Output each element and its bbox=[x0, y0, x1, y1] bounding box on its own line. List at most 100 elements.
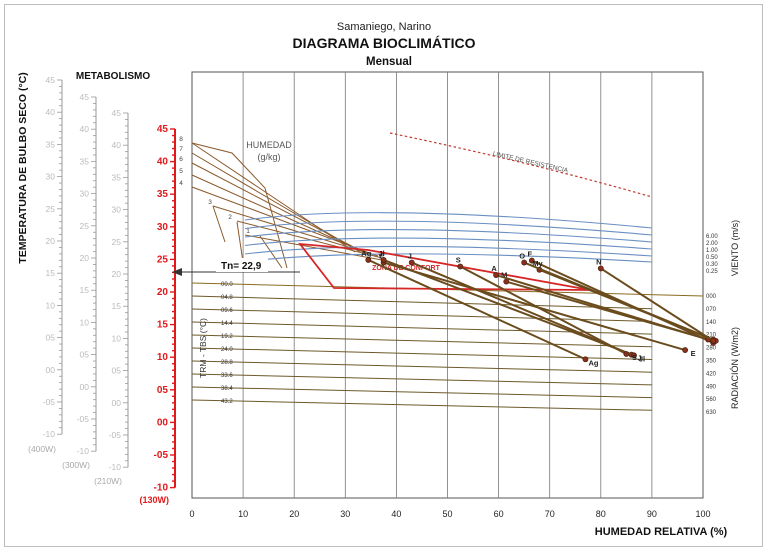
x-tick-label: 90 bbox=[647, 509, 657, 519]
y-axis-load-label: (400W) bbox=[28, 444, 56, 454]
x-tick-label: 30 bbox=[340, 509, 350, 519]
trm-lines bbox=[191, 282, 704, 411]
trm-axis-label: TRM - TBS (°C) bbox=[198, 318, 208, 378]
series-end-label-e: E bbox=[691, 349, 696, 358]
y-tick-label: 05 bbox=[80, 350, 90, 360]
trm-line bbox=[191, 308, 653, 322]
neutral-temp-box bbox=[216, 258, 268, 272]
series-start-label-o: O bbox=[519, 252, 525, 261]
y-tick-label: 25 bbox=[157, 254, 169, 265]
series-start-label-m: M bbox=[501, 271, 507, 280]
wind-value: 6.00 bbox=[706, 234, 718, 240]
series-start-point-s bbox=[457, 263, 464, 270]
series-line-s bbox=[459, 265, 627, 355]
y-tick-label: 20 bbox=[112, 269, 122, 279]
x-tick-label: 60 bbox=[494, 509, 504, 519]
humidity-label: HUMEDAD bbox=[246, 140, 292, 150]
trm-line bbox=[191, 386, 653, 399]
radiation-value: 000 bbox=[706, 294, 717, 300]
y-tick-label: 20 bbox=[157, 287, 169, 298]
trm-value: 09.6 bbox=[221, 308, 233, 314]
resistance-limit-curve bbox=[389, 132, 653, 198]
wind-line bbox=[244, 220, 653, 236]
trm-value: 00.0 bbox=[221, 282, 233, 288]
y-tick-label: -10 bbox=[109, 462, 122, 472]
series-start-point-a bbox=[493, 272, 499, 278]
series-start-point-n bbox=[597, 265, 604, 272]
humidity-value: 6 bbox=[179, 156, 183, 163]
radiation-value: 560 bbox=[706, 397, 717, 403]
radiation-value: 630 bbox=[706, 410, 717, 416]
wind-lines bbox=[244, 212, 653, 263]
humidity-value: 4 bbox=[179, 180, 183, 187]
trm-value: 04.8 bbox=[221, 295, 233, 301]
y-tick-label: 30 bbox=[46, 172, 56, 182]
radiation-value: 350 bbox=[706, 359, 717, 365]
trm-value: 38.4 bbox=[221, 386, 233, 392]
series-start-point-ag bbox=[365, 257, 372, 263]
y-tick-label: 35 bbox=[157, 189, 169, 200]
y-tick-label: 15 bbox=[157, 320, 169, 331]
radiation-value: 210 bbox=[706, 333, 717, 339]
chart-location: Samaniego, Narino bbox=[337, 21, 431, 33]
trm-value: 14.4 bbox=[221, 321, 233, 327]
radiation-axis-label: RADIACIÓN (W/m2) bbox=[730, 327, 740, 409]
x-tick-label: 50 bbox=[442, 509, 452, 519]
series-line-j bbox=[411, 261, 632, 356]
series-line-jl bbox=[383, 258, 635, 357]
y-tick-label: 15 bbox=[46, 268, 56, 278]
humidity-line bbox=[191, 174, 369, 255]
y-tick-label: 40 bbox=[157, 157, 169, 168]
trm-line bbox=[191, 373, 653, 386]
radiation-value: 490 bbox=[706, 384, 717, 390]
y-tick-label: 45 bbox=[112, 108, 122, 118]
radiation-value: 070 bbox=[706, 307, 717, 313]
wind-value: 0.25 bbox=[706, 269, 718, 275]
wind-line bbox=[244, 237, 653, 250]
y-tick-label: 25 bbox=[46, 204, 56, 214]
trm-line bbox=[191, 347, 653, 360]
wind-value: 1.00 bbox=[706, 248, 718, 254]
wind-line bbox=[244, 229, 653, 243]
y-tick-label: 10 bbox=[157, 352, 169, 363]
series-line-o bbox=[523, 261, 714, 341]
series-start-label-my: My bbox=[532, 259, 543, 268]
series-start-point-jl bbox=[380, 257, 387, 263]
humidity-boundary bbox=[236, 221, 244, 263]
radiation-value: 280 bbox=[706, 346, 717, 352]
trm-values: 00.0 04.8 09.6 14.4 19.2 24.0 28.8 33.6 38.4 43.2 bbox=[221, 282, 233, 405]
y-tick-label: 40 bbox=[80, 124, 90, 134]
y-axis-label: TEMPERATURA DE BULBO SECO (°C) bbox=[17, 72, 29, 263]
x-tick-label: 80 bbox=[596, 509, 606, 519]
y-tick-label: 05 bbox=[46, 333, 56, 343]
series-line-n bbox=[600, 267, 714, 342]
humidity-line bbox=[236, 220, 383, 259]
neutral-temp-arrow bbox=[172, 268, 182, 276]
humidity-line bbox=[244, 234, 383, 261]
series-end-point-e bbox=[682, 347, 689, 353]
wind-value: 0.50 bbox=[706, 255, 718, 261]
series-end-label-s: S bbox=[632, 353, 637, 362]
trm-value: 28.8 bbox=[221, 360, 233, 366]
radiation-value: 420 bbox=[706, 371, 717, 377]
y-axes: 45 40 35 30 25 20 15 10 05 00 -05 -10 (400W) 45 40 35 30… bbox=[28, 75, 176, 505]
wind-line bbox=[244, 253, 653, 263]
humidity-value: 2 bbox=[228, 214, 232, 221]
y-tick-label: -10 bbox=[154, 483, 169, 494]
y-tick-label: -10 bbox=[43, 429, 56, 439]
y-tick-label: 45 bbox=[80, 92, 90, 102]
y-tick-label: 35 bbox=[80, 156, 90, 166]
radiation-values: 000 070 140 210 280 350 420 490 560 630 bbox=[706, 294, 717, 416]
y-tick-label: 00 bbox=[112, 398, 122, 408]
series-start-point-f bbox=[528, 257, 535, 264]
x-tick-label: 20 bbox=[289, 509, 299, 519]
series-start-label-jl: Jl bbox=[378, 249, 384, 258]
series-end-point-jl bbox=[631, 352, 637, 359]
x-tick-label: 70 bbox=[545, 509, 555, 519]
trm-value: 43.2 bbox=[221, 399, 233, 405]
y-tick-label: 15 bbox=[80, 285, 90, 295]
series-end-label-jl: Jl bbox=[639, 354, 645, 363]
y-axis-load-label: (300W) bbox=[62, 460, 90, 470]
trm-line bbox=[191, 334, 653, 348]
